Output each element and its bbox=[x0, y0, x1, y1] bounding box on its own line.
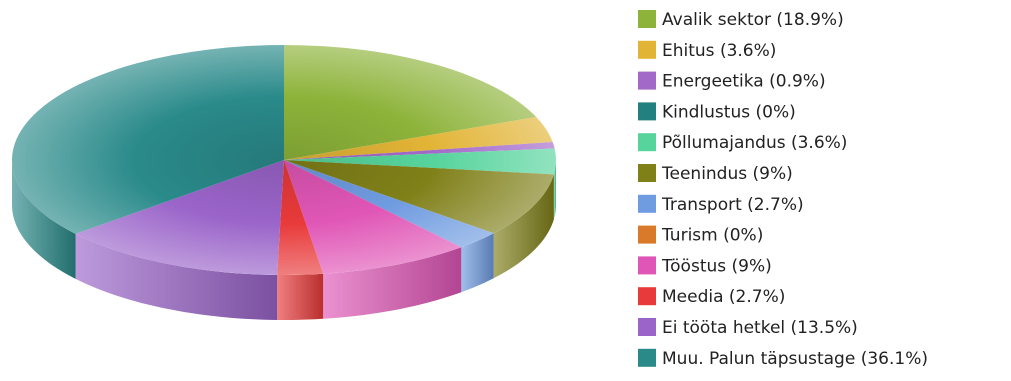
pie-slice-toostus[interactable] bbox=[284, 160, 462, 274]
legend-label-pollumajandus: Põllumajandus (3.6%) bbox=[662, 133, 847, 153]
pie-slice-ehitus[interactable] bbox=[284, 116, 553, 160]
legend-label-ei-toota-hetkel: Ei tööta hetkel (13.5%) bbox=[662, 318, 858, 338]
pie-slice-side-ei-toota-hetkel bbox=[75, 233, 278, 320]
legend-label-energeetika: Energeetika (0.9%) bbox=[662, 72, 826, 92]
pie-slice-energeetika[interactable] bbox=[284, 142, 555, 160]
legend-label-toostus: Tööstus (9%) bbox=[661, 256, 772, 276]
legend-label-teenindus: Teenindus (9%) bbox=[661, 164, 793, 184]
pie-slice-side-muu-palun-tapsustage bbox=[12, 160, 76, 279]
legend-swatch-ehitus bbox=[638, 40, 656, 59]
pie-slice-meedia[interactable] bbox=[277, 160, 324, 275]
legend-swatch-teenindus bbox=[638, 164, 656, 182]
pie-group bbox=[11, 45, 557, 320]
legend-label-transport: Transport (2.7%) bbox=[661, 195, 804, 215]
pie-slice-side-teenindus bbox=[493, 174, 554, 279]
legend-swatch-energeetika bbox=[638, 71, 656, 90]
legend-label-meedia: Meedia (2.7%) bbox=[662, 287, 785, 307]
legend: Avalik sektor (18.9%) Ehitus (3.6%) Energe… bbox=[638, 10, 928, 369]
pie-slice-teenindus[interactable] bbox=[284, 160, 554, 234]
legend-label-turism: Turism (0%) bbox=[661, 226, 763, 246]
legend-swatch-pollumajandus bbox=[638, 133, 656, 152]
legend-swatch-transport bbox=[638, 194, 656, 213]
pie-slice-side-transport bbox=[461, 233, 494, 293]
pie-slice-transport[interactable] bbox=[284, 160, 494, 248]
pie-slice-side-toostus bbox=[323, 247, 462, 319]
pie-slice-pollumajandus[interactable] bbox=[284, 148, 557, 175]
legend-label-muu-palun-tapsustage: Muu. Palun täpsustage (36.1%) bbox=[662, 349, 928, 369]
pie-slice-muu-palun-tapsustage[interactable] bbox=[11, 45, 285, 234]
pie-slice-side-meedia bbox=[277, 273, 324, 320]
pie-slice-avalik-sektor[interactable] bbox=[284, 45, 537, 160]
legend-label-kindlustus: Kindlustus (0%) bbox=[662, 102, 796, 122]
legend-swatch-turism bbox=[638, 225, 656, 244]
legend-swatch-meedia bbox=[638, 287, 656, 306]
legend-swatch-avalik-sektor bbox=[638, 10, 656, 28]
legend-label-ehitus: Ehitus (3.6%) bbox=[662, 41, 776, 61]
legend-label-avalik-sektor: Avalik sektor (18.9%) bbox=[662, 10, 844, 30]
legend-swatch-ei-toota-hetkel bbox=[638, 318, 656, 336]
legend-swatch-toostus bbox=[638, 256, 656, 275]
legend-swatch-kindlustus bbox=[638, 102, 656, 121]
legend-swatch-muu-palun-tapsustage bbox=[638, 348, 656, 367]
pie-slice-side-pollumajandus bbox=[553, 160, 556, 220]
pie-slice-ei-toota-hetkel[interactable] bbox=[75, 160, 284, 275]
